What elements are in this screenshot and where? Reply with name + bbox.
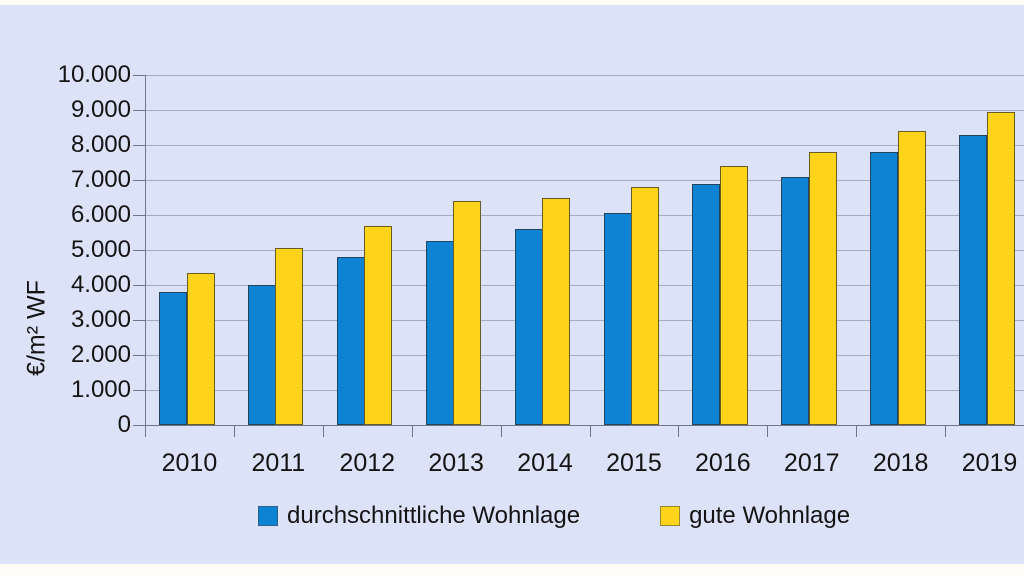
y-axis-tick [133,145,145,146]
gridline [145,180,1024,181]
y-axis-tick [133,215,145,216]
bar-durchschnittlich-2015 [603,213,632,425]
bar-durchschnittlich-2011 [247,285,276,425]
gridline [145,320,1024,321]
bar-durchschnittlich-2012 [336,257,365,425]
y-axis-title: €/m² WF [22,280,51,376]
x-axis-tick [589,425,591,437]
y-axis-tick-label: 10.000 [57,61,131,88]
x-axis-category-label: 2014 [517,449,573,477]
bar-durchschnittlich-2018 [870,152,899,425]
y-axis-tick-label: 5.000 [70,236,131,263]
x-axis-category-label: 2010 [161,449,218,477]
bar-gut-2012 [364,225,393,425]
x-axis-category-label: 2018 [872,449,929,477]
gridline [145,250,1024,251]
y-axis-tick-label: 9.000 [70,96,131,123]
x-axis-line [145,425,1024,426]
y-axis-tick [133,110,145,111]
bar-gut-2014 [542,197,571,425]
bar-gut-2010 [186,272,215,425]
legend: durchschnittliche Wohnlage gute Wohnlage [258,503,850,529]
gridline-top [145,75,1024,76]
x-axis-tick [767,425,769,437]
x-axis-category-label: 2019 [961,449,1018,477]
x-axis-tick [233,425,235,437]
y-axis-tick [133,320,145,321]
x-axis-tick [856,425,858,437]
x-axis-category-label: 2016 [695,449,751,477]
bar-gut-2019 [986,111,1015,425]
y-axis-tick-label: 1.000 [70,376,131,403]
legend-label: gute Wohnlage [689,502,851,529]
y-axis-tick-label: 2.000 [70,341,131,368]
x-axis-category-label: 2015 [606,449,662,477]
x-axis-tick [411,425,413,437]
x-axis-category-label: 2011 [251,449,306,477]
gridline [145,145,1024,146]
bar-gut-2015 [631,187,659,425]
legend-swatch-gute [660,506,681,526]
bar-durchschnittlich-2010 [159,292,187,425]
y-axis-tick-label: 8.000 [70,131,131,158]
y-axis-tick [133,355,145,356]
bar-gut-2011 [275,248,304,425]
y-axis-tick [133,425,145,426]
bar-durchschnittlich-2016 [692,183,721,425]
gridline [145,110,1024,111]
legend-entry: durchschnittliche Wohnlage [258,503,580,529]
bar-gut-2018 [897,131,926,425]
bar-durchschnittlich-2014 [514,229,543,425]
bar-gut-2016 [719,166,748,425]
bar-durchschnittlich-2013 [425,241,454,425]
bar-durchschnittlich-2019 [959,134,988,425]
bar-gut-2013 [453,201,482,425]
bar-durchschnittlich-2017 [781,176,810,425]
x-axis-category-label: 2013 [428,449,484,477]
x-axis-tick [678,425,680,437]
y-axis-tick-label: 4.000 [70,271,131,298]
legend-label: durchschnittliche Wohnlage [287,502,581,529]
legend-entry: gute Wohnlage [660,503,850,529]
y-axis-tick-label: 0 [117,411,131,438]
x-axis-tick [945,425,947,437]
x-axis-category-label: 2017 [783,449,840,477]
x-axis-tick [145,425,146,437]
x-axis-tick [500,425,502,437]
y-axis-tick [133,390,145,391]
legend-swatch-durchschnittliche [258,506,278,526]
x-axis-tick [322,425,324,437]
y-axis-tick [133,285,145,286]
x-axis-category-label: 2012 [339,449,396,477]
gridline [145,285,1024,286]
bar-gut-2017 [808,152,837,425]
y-axis-tick [133,75,145,76]
y-axis-tick-label: 7.000 [70,166,131,193]
y-axis-tick [133,180,145,181]
gridline [145,215,1024,216]
gridline [145,355,1024,356]
y-axis-tick-label: 6.000 [70,201,131,228]
chart-background [0,5,1024,564]
gridline [145,390,1024,391]
y-axis-tick [133,250,145,251]
y-axis-line [145,75,146,425]
y-axis-tick-label: 3.000 [70,306,131,333]
